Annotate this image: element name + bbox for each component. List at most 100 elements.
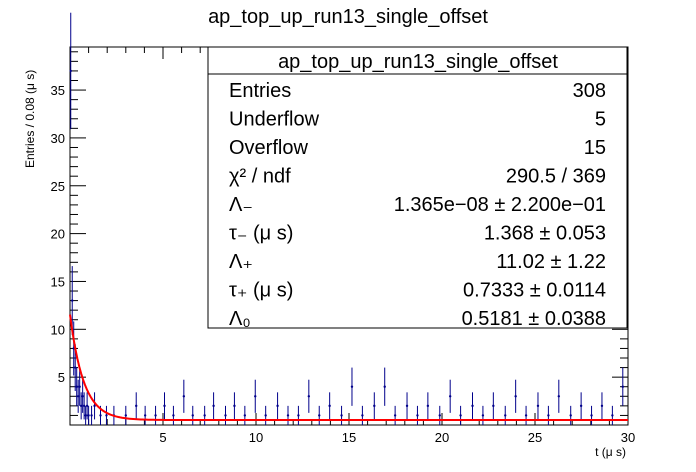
x-tick-label: 10 [249,430,263,445]
data-marker [621,385,624,388]
data-marker [361,414,364,417]
data-marker [547,414,550,417]
data-marker [405,404,409,408]
y-tick-label: 15 [51,274,65,289]
data-marker [328,404,331,408]
data-point [471,392,474,420]
data-point [84,405,87,425]
data-point [459,405,462,425]
stats-row-value: 11.02 ± 1.22 [496,251,606,273]
data-marker [154,414,157,417]
data-point [78,367,81,406]
data-point [547,405,550,425]
data-point [328,392,331,420]
data-marker [135,404,138,408]
data-point [163,392,166,420]
data-marker [163,404,166,408]
data-point [536,392,540,420]
data-point [143,405,147,425]
stats-box: ap_top_up_run13_single_offset Entries 308… [207,46,628,330]
stats-row-value: 15 [584,137,606,159]
data-point [154,405,157,425]
data-marker [79,404,83,408]
y-tick-label: 5 [58,370,65,385]
data-marker [233,404,236,408]
data-point [82,392,86,420]
data-marker [536,404,540,408]
data-marker [85,404,89,408]
data-marker [286,414,290,417]
stats-row-name: Underflow [229,109,320,131]
x-tick-label: 30 [621,430,635,445]
stats-box-title: ap_top_up_run13_single_offset [278,51,558,73]
data-marker [99,414,102,417]
data-point [307,379,311,413]
y-tick-label: 30 [51,131,65,146]
data-point [481,405,485,425]
stats-row-value: 1.365e−08 ± 2.200e−01 [394,194,606,216]
data-point [286,405,290,425]
stats-row-name: τ₊ (μ s) [229,280,293,302]
data-point [340,405,343,425]
data-marker [492,404,495,408]
stats-row-value: 290.5 / 369 [506,166,606,188]
data-marker [307,395,311,398]
data-marker [75,385,78,388]
data-point [373,392,376,420]
data-marker [76,395,80,398]
data-marker [611,414,614,417]
stats-row-name: τ₋ (μ s) [229,223,293,245]
y-tick-label: 25 [51,179,65,194]
data-point [264,405,267,425]
data-point [557,379,561,413]
data-point [297,405,300,425]
data-marker [373,404,376,408]
stats-row-value: 308 [573,80,606,102]
data-marker [143,414,147,417]
data-point [254,379,257,413]
x-tick-label: 5 [159,430,166,445]
data-marker [203,414,206,417]
data-marker [340,414,343,417]
data-point [621,367,624,406]
x-tick-label: 25 [528,430,542,445]
data-point [87,405,90,425]
data-marker [504,414,507,417]
data-point [416,405,419,425]
data-point [600,392,604,420]
stats-row-value: 0.7333 ± 0.0114 [463,280,606,302]
data-point [405,392,409,420]
data-marker [84,414,87,417]
data-marker [426,404,430,408]
data-point [426,392,430,420]
data-point [135,392,138,420]
data-marker [243,414,247,417]
data-marker [172,414,175,417]
x-axis-label: t (μ s) [595,445,626,459]
data-marker [524,414,528,417]
data-point [69,12,72,130]
fit-curve [69,314,628,422]
data-marker [90,414,93,417]
stats-row-name: Λ₊ [229,251,253,273]
data-marker [224,414,227,417]
stats-row-name: Λ₀ [229,308,251,330]
data-point [361,405,364,425]
stats-row-name: Entries [229,80,291,102]
data-marker [514,395,517,398]
data-point [393,405,397,425]
data-point [212,392,215,420]
y-tick-label: 20 [51,227,65,242]
data-point [276,392,279,420]
data-point [579,392,583,420]
data-marker [182,395,186,398]
data-marker [297,414,300,417]
data-point [81,379,84,413]
data-marker [459,414,462,417]
data-marker [87,414,90,417]
data-marker [81,395,84,398]
data-point [318,405,321,425]
data-marker [74,366,77,369]
y-tick-label: 35 [51,83,65,98]
